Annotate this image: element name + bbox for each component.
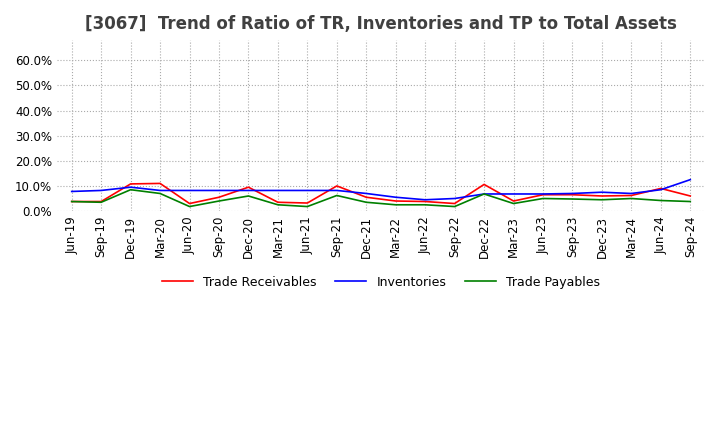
Trade Receivables (244, 184, 253, 190)
Trade Receivables (333, 183, 341, 189)
Inventories (68, 189, 76, 194)
Inventories (126, 184, 135, 190)
Trade Receivables (568, 192, 577, 198)
Inventories (539, 191, 547, 197)
Inventories (421, 197, 430, 202)
Inventories (509, 191, 518, 197)
Inventories (657, 187, 665, 192)
Trade Receivables (97, 199, 106, 204)
Trade Payables (450, 204, 459, 209)
Inventories (598, 190, 606, 195)
Inventories (274, 188, 282, 193)
Trade Receivables (392, 198, 400, 204)
Trade Payables (68, 199, 76, 204)
Trade Payables (185, 204, 194, 209)
Trade Payables (244, 193, 253, 198)
Line: Trade Payables: Trade Payables (72, 190, 690, 206)
Inventories (156, 188, 164, 193)
Trade Payables (480, 191, 488, 197)
Trade Receivables (156, 181, 164, 186)
Trade Receivables (657, 186, 665, 191)
Trade Payables (598, 197, 606, 202)
Trade Payables (657, 198, 665, 203)
Trade Payables (568, 196, 577, 202)
Inventories (185, 188, 194, 193)
Trade Receivables (185, 201, 194, 206)
Trade Payables (126, 187, 135, 192)
Inventories (450, 196, 459, 201)
Inventories (686, 177, 695, 182)
Inventories (333, 188, 341, 193)
Line: Trade Receivables: Trade Receivables (72, 183, 690, 204)
Trade Payables (303, 204, 312, 209)
Inventories (392, 194, 400, 200)
Trade Receivables (627, 193, 636, 198)
Title: [3067]  Trend of Ratio of TR, Inventories and TP to Total Assets: [3067] Trend of Ratio of TR, Inventories… (85, 15, 677, 33)
Trade Receivables (539, 192, 547, 198)
Trade Receivables (362, 194, 371, 200)
Trade Receivables (215, 194, 223, 200)
Trade Payables (392, 202, 400, 207)
Line: Inventories: Inventories (72, 180, 690, 200)
Trade Receivables (68, 199, 76, 204)
Trade Payables (509, 201, 518, 206)
Trade Payables (362, 200, 371, 205)
Trade Receivables (421, 199, 430, 204)
Trade Payables (333, 193, 341, 198)
Inventories (568, 191, 577, 196)
Trade Payables (421, 202, 430, 207)
Trade Receivables (274, 200, 282, 205)
Trade Receivables (303, 200, 312, 205)
Inventories (303, 188, 312, 193)
Inventories (480, 191, 488, 197)
Trade Payables (274, 202, 282, 207)
Trade Receivables (480, 182, 488, 187)
Trade Payables (215, 198, 223, 204)
Trade Payables (156, 191, 164, 196)
Trade Payables (627, 196, 636, 201)
Trade Receivables (450, 201, 459, 206)
Inventories (627, 191, 636, 196)
Trade Payables (686, 199, 695, 204)
Trade Payables (97, 200, 106, 205)
Trade Receivables (686, 193, 695, 198)
Trade Receivables (126, 181, 135, 187)
Trade Payables (539, 196, 547, 201)
Inventories (362, 191, 371, 196)
Trade Receivables (598, 193, 606, 198)
Trade Receivables (509, 198, 518, 204)
Inventories (244, 188, 253, 193)
Legend: Trade Receivables, Inventories, Trade Payables: Trade Receivables, Inventories, Trade Pa… (157, 271, 606, 294)
Inventories (215, 188, 223, 193)
Inventories (97, 188, 106, 193)
